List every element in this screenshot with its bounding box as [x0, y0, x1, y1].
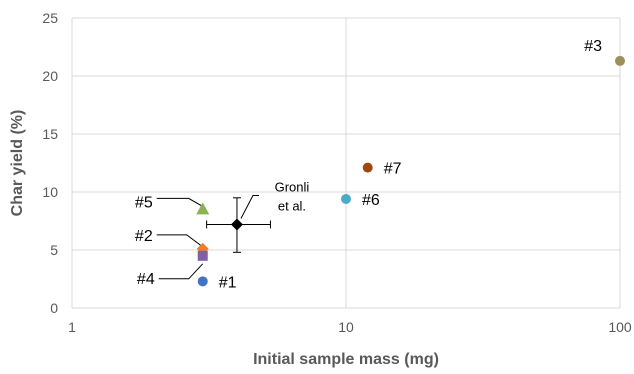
y-tick-label: 20	[42, 68, 58, 84]
reference-label-line: Gronli	[275, 179, 310, 194]
x-tick-label: 10	[338, 319, 354, 335]
data-point-1	[197, 276, 208, 287]
leader-line-reference	[240, 194, 259, 219]
reference-point	[230, 218, 243, 231]
point-label-4: #4	[137, 271, 155, 288]
data-point-7	[362, 162, 373, 173]
x-tick-label: 1	[68, 319, 76, 335]
point-labels: #1 #2 #3 #4 #5 #6#7 Gronli et al.	[135, 38, 602, 291]
point-label-2: #2	[135, 228, 153, 245]
data-point-4	[197, 250, 208, 261]
point-label-3: #3	[584, 38, 602, 55]
tick-labels: 0 5 10 15 20 25 1 10 100	[42, 10, 631, 335]
x-tick-label: 100	[608, 319, 632, 335]
leader-line-4	[158, 263, 204, 280]
point-label-7: #7	[384, 161, 402, 178]
gridlines	[71, 17, 621, 309]
y-tick-label: 10	[42, 184, 58, 200]
y-axis-title: Char yield (%)	[9, 110, 26, 217]
point-label-6: #6	[362, 192, 380, 209]
reference-label-line: et al.	[278, 198, 306, 213]
data-point-5	[196, 202, 210, 215]
point-label-1: #1	[219, 274, 237, 291]
y-tick-label: 25	[42, 10, 58, 26]
x-axis-title: Initial sample mass (mg)	[253, 351, 439, 368]
y-tick-label: 0	[50, 300, 58, 316]
data-point-3	[615, 55, 625, 66]
leader-lines	[156, 194, 259, 280]
data-points	[196, 55, 625, 287]
data-point-6	[341, 193, 351, 204]
leader-line-5	[156, 197, 203, 207]
point-label-5: #5	[135, 194, 153, 211]
y-tick-label: 5	[50, 242, 58, 258]
y-tick-label: 15	[42, 126, 58, 142]
leader-line-2	[156, 234, 204, 248]
